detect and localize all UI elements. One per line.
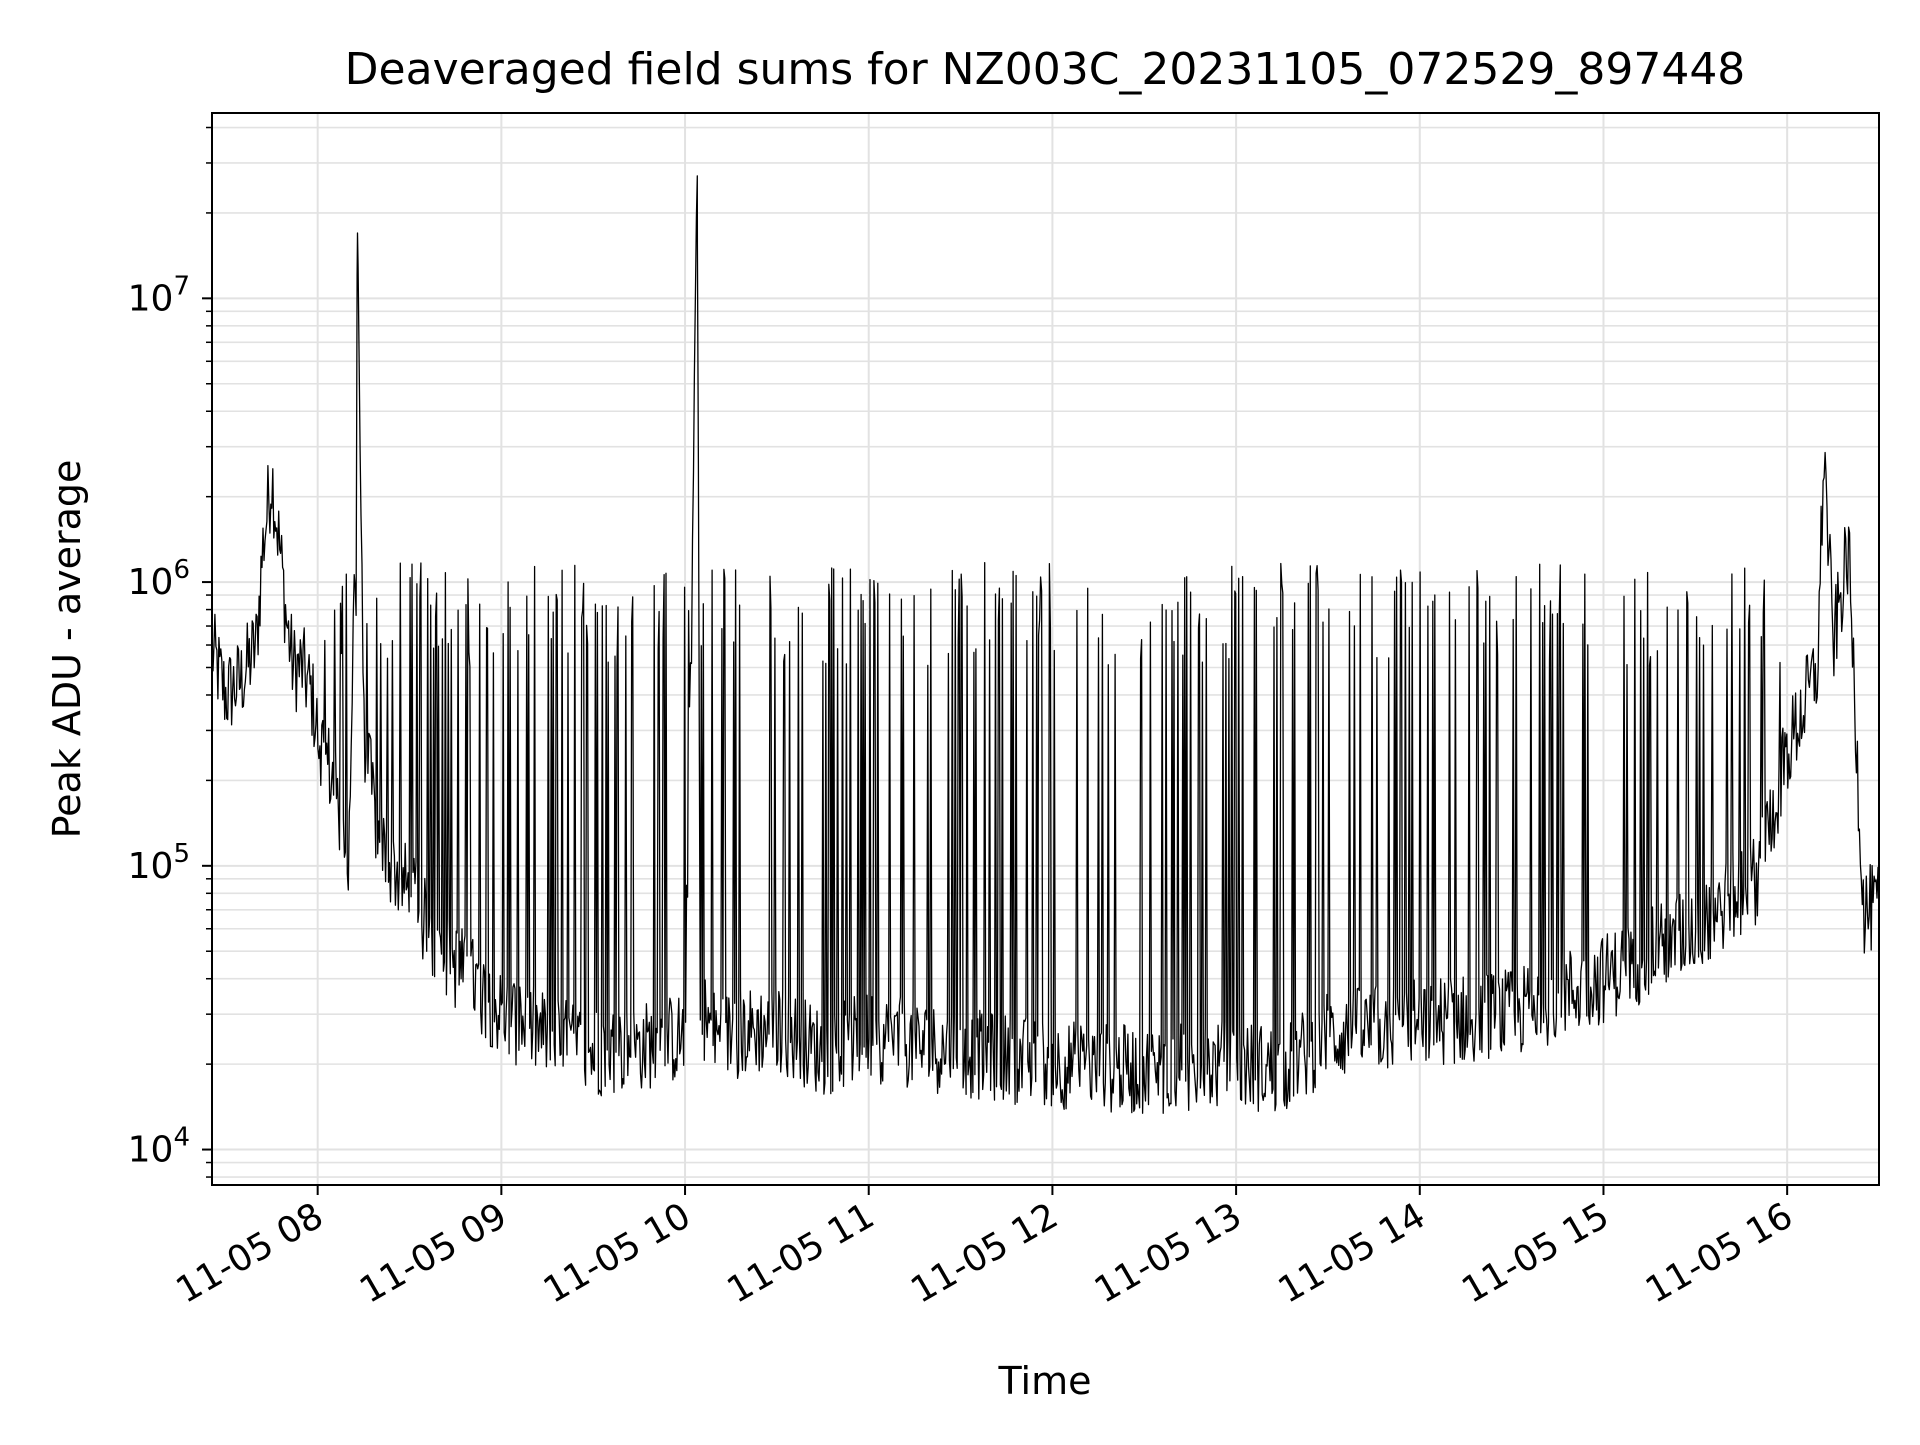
x-axis-label: Time [998, 1359, 1092, 1403]
series-line [211, 175, 1880, 1114]
chart-title: Deaveraged field sums for NZ003C_2023110… [345, 44, 1746, 95]
plot-frame [211, 112, 1880, 1186]
y-axis-label: Peak ADU - average [45, 460, 89, 839]
y-tick-label: 106 [128, 555, 190, 603]
y-tick-label: 104 [128, 1123, 190, 1171]
y-tick-label: 105 [128, 839, 190, 887]
data-layer [211, 175, 1880, 1114]
y-tick-label: 107 [128, 271, 190, 319]
